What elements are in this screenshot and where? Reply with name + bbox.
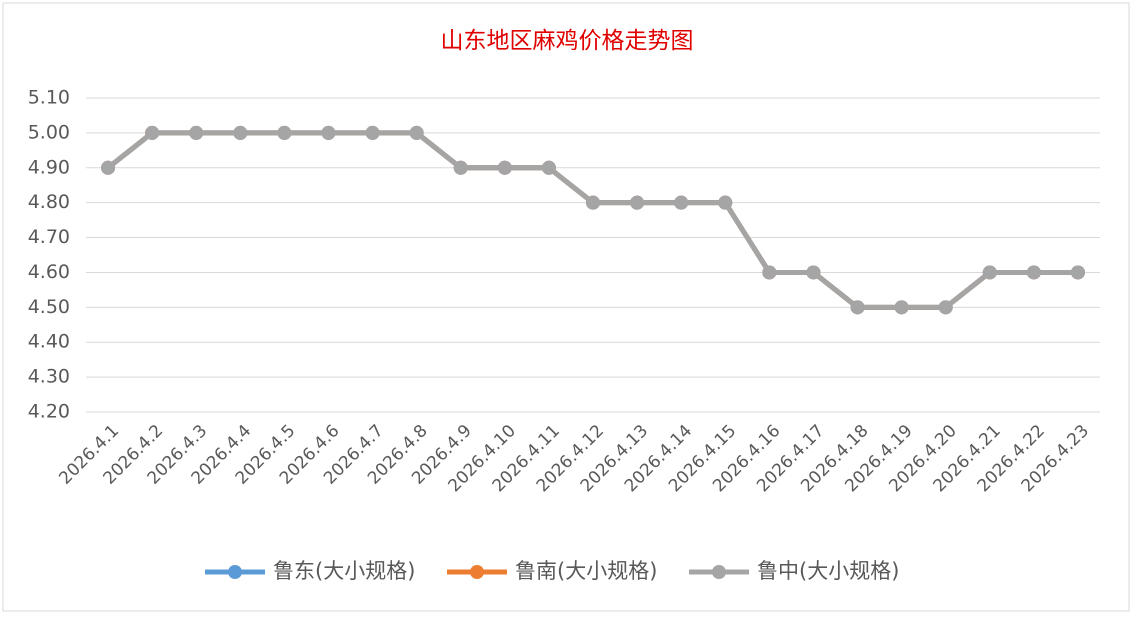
point <box>101 160 116 175</box>
point <box>189 125 204 140</box>
legend-label: 鲁南(大小规格) <box>515 559 657 583</box>
point <box>409 125 424 140</box>
legend-marker <box>712 565 726 579</box>
point <box>718 195 733 210</box>
y-tick-label: 4.90 <box>28 156 70 178</box>
point <box>277 125 292 140</box>
point <box>762 265 777 280</box>
y-tick-label: 5.00 <box>28 121 70 143</box>
chart-title: 山东地区麻鸡价格走势图 <box>441 28 694 54</box>
point <box>145 125 160 140</box>
point <box>630 195 645 210</box>
point <box>586 195 600 210</box>
y-tick-label: 4.40 <box>28 331 70 353</box>
point <box>497 160 512 175</box>
y-tick-label: 4.50 <box>28 296 70 318</box>
legend-label: 鲁东(大小规格) <box>273 559 415 583</box>
y-tick-label: 4.20 <box>28 401 70 423</box>
point <box>321 125 336 140</box>
point <box>938 300 953 315</box>
point <box>674 195 689 210</box>
point <box>1026 265 1041 280</box>
point <box>1070 265 1085 280</box>
y-tick-label: 4.80 <box>28 191 70 213</box>
legend-marker <box>470 565 484 579</box>
legend-label: 鲁中(大小规格) <box>757 559 899 583</box>
y-tick-label: 4.60 <box>28 261 70 283</box>
point <box>982 265 997 280</box>
point <box>453 160 468 175</box>
point <box>850 300 865 315</box>
point <box>806 265 821 280</box>
y-tick-label: 4.30 <box>28 366 70 388</box>
point <box>365 125 380 140</box>
legend-marker <box>228 565 242 579</box>
point <box>894 300 909 315</box>
y-tick-label: 4.70 <box>28 226 70 248</box>
y-tick-label: 5.10 <box>28 87 70 109</box>
point <box>541 160 556 175</box>
point <box>233 125 248 140</box>
